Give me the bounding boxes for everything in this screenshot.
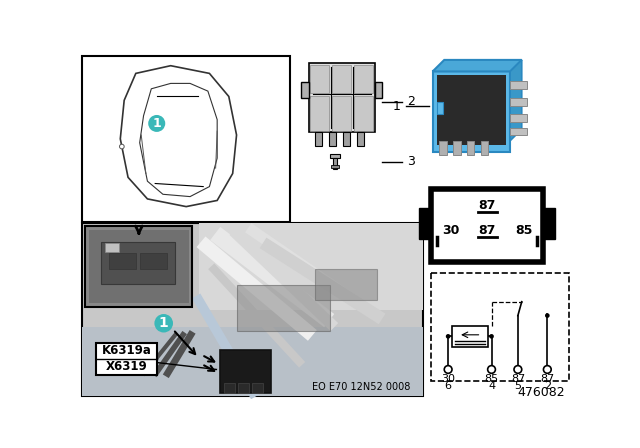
Text: 2: 2 xyxy=(407,95,415,108)
Bar xyxy=(90,230,189,303)
Bar xyxy=(467,141,474,155)
Bar xyxy=(101,241,175,284)
Text: 87: 87 xyxy=(511,374,525,383)
Bar xyxy=(140,253,167,269)
Bar xyxy=(354,96,373,131)
Bar xyxy=(220,350,271,392)
Polygon shape xyxy=(510,60,522,141)
Polygon shape xyxy=(433,60,522,72)
Text: 4: 4 xyxy=(488,381,495,392)
Bar xyxy=(452,141,461,155)
Bar xyxy=(332,65,351,93)
Bar xyxy=(436,102,443,114)
Bar xyxy=(83,223,423,396)
Bar xyxy=(543,208,555,238)
Text: 6: 6 xyxy=(445,381,452,392)
Polygon shape xyxy=(120,66,237,207)
Circle shape xyxy=(514,366,522,373)
Bar xyxy=(356,132,364,146)
Text: 1: 1 xyxy=(392,99,400,112)
Bar xyxy=(315,269,377,300)
Bar xyxy=(481,141,488,155)
Text: 30: 30 xyxy=(442,224,459,237)
Bar xyxy=(301,82,308,98)
Bar xyxy=(419,208,431,238)
Text: 2: 2 xyxy=(544,381,551,392)
Text: 87: 87 xyxy=(479,224,496,237)
Text: 1: 1 xyxy=(159,316,168,330)
Bar xyxy=(354,65,373,93)
Bar xyxy=(510,82,527,89)
Text: 5: 5 xyxy=(515,381,522,392)
Bar xyxy=(237,285,330,331)
Bar xyxy=(238,383,249,392)
Text: EO E70 12N52 0008: EO E70 12N52 0008 xyxy=(312,382,410,392)
Text: 476082: 476082 xyxy=(517,386,565,399)
Circle shape xyxy=(446,334,451,339)
Text: 87: 87 xyxy=(479,199,496,212)
Bar xyxy=(343,132,349,146)
Text: 87: 87 xyxy=(540,374,554,383)
Bar xyxy=(224,383,235,392)
Bar xyxy=(85,226,193,307)
Text: 85: 85 xyxy=(515,224,532,237)
Bar xyxy=(332,96,351,131)
Bar xyxy=(510,128,527,135)
Bar xyxy=(310,65,329,93)
Bar xyxy=(439,141,447,155)
Bar xyxy=(374,82,382,98)
Bar xyxy=(431,189,543,262)
Circle shape xyxy=(148,115,165,132)
Bar xyxy=(333,159,337,169)
Bar xyxy=(330,154,340,159)
Bar xyxy=(252,383,263,392)
Text: 3: 3 xyxy=(407,155,415,168)
Bar xyxy=(433,72,510,152)
Bar xyxy=(310,96,329,131)
Bar xyxy=(436,75,506,145)
Bar xyxy=(315,132,322,146)
Text: 85: 85 xyxy=(484,374,499,383)
Bar xyxy=(109,253,136,269)
Text: 30: 30 xyxy=(441,374,455,383)
Bar xyxy=(510,99,527,106)
Bar xyxy=(329,132,336,146)
Bar xyxy=(83,56,290,222)
Circle shape xyxy=(543,366,551,373)
Text: 1: 1 xyxy=(152,117,161,130)
Bar xyxy=(452,326,488,347)
Circle shape xyxy=(154,314,173,332)
Bar xyxy=(198,223,423,310)
Bar xyxy=(96,343,157,375)
Bar xyxy=(331,165,339,168)
Text: K6319a: K6319a xyxy=(102,344,152,357)
Circle shape xyxy=(444,366,452,373)
Bar xyxy=(308,63,374,132)
Circle shape xyxy=(488,366,495,373)
Bar xyxy=(83,327,423,396)
Circle shape xyxy=(545,313,550,318)
Circle shape xyxy=(489,334,494,339)
Bar xyxy=(105,243,119,252)
Circle shape xyxy=(120,144,124,149)
Bar xyxy=(510,114,527,121)
Bar xyxy=(431,273,569,381)
Text: X6319: X6319 xyxy=(106,360,147,373)
